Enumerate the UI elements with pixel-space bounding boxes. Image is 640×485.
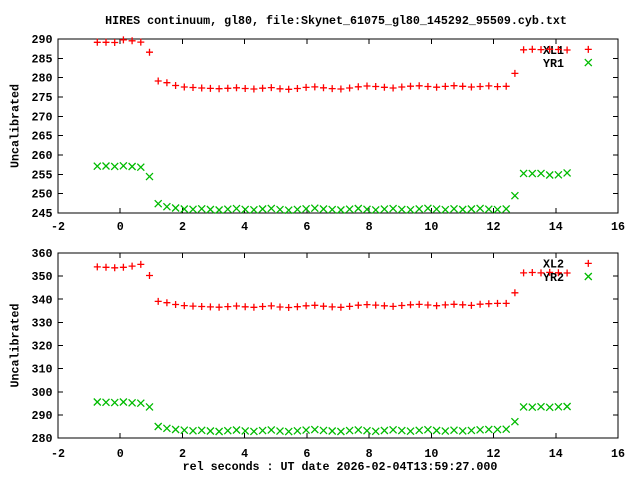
svg-text:310: 310 xyxy=(32,363,53,377)
svg-text:290: 290 xyxy=(32,409,53,423)
svg-text:270: 270 xyxy=(32,110,53,124)
svg-text:-2: -2 xyxy=(51,220,65,234)
svg-text:245: 245 xyxy=(32,207,53,221)
svg-text:8: 8 xyxy=(366,447,373,461)
svg-text:10: 10 xyxy=(424,220,438,234)
svg-text:360: 360 xyxy=(32,247,53,261)
svg-text:rel seconds : UT date 2026-02-: rel seconds : UT date 2026-02-04T13:59:2… xyxy=(183,460,498,474)
svg-text:0: 0 xyxy=(117,447,124,461)
svg-text:265: 265 xyxy=(32,130,53,144)
svg-text:-2: -2 xyxy=(51,447,65,461)
svg-text:YR1: YR1 xyxy=(543,57,564,71)
svg-text:4: 4 xyxy=(241,447,248,461)
svg-text:12: 12 xyxy=(487,220,501,234)
svg-text:XL1: XL1 xyxy=(543,44,564,58)
svg-text:250: 250 xyxy=(32,188,53,202)
svg-text:2: 2 xyxy=(179,220,186,234)
svg-text:16: 16 xyxy=(611,447,625,461)
svg-text:330: 330 xyxy=(32,316,53,330)
svg-text:280: 280 xyxy=(32,72,53,86)
svg-text:16: 16 xyxy=(611,220,625,234)
svg-text:255: 255 xyxy=(32,168,53,182)
svg-text:275: 275 xyxy=(32,91,53,105)
svg-text:8: 8 xyxy=(366,220,373,234)
svg-text:280: 280 xyxy=(32,432,53,446)
svg-text:14: 14 xyxy=(549,447,563,461)
svg-text:290: 290 xyxy=(32,33,53,47)
svg-text:340: 340 xyxy=(32,293,53,307)
svg-text:10: 10 xyxy=(424,447,438,461)
svg-text:4: 4 xyxy=(241,220,248,234)
svg-text:320: 320 xyxy=(32,340,53,354)
svg-text:0: 0 xyxy=(117,220,124,234)
svg-text:6: 6 xyxy=(303,220,310,234)
svg-text:2: 2 xyxy=(179,447,186,461)
svg-text:6: 6 xyxy=(303,447,310,461)
svg-text:Uncalibrated: Uncalibrated xyxy=(9,304,23,388)
svg-text:12: 12 xyxy=(487,447,501,461)
svg-text:350: 350 xyxy=(32,270,53,284)
svg-text:HIRES continuum, gl80, file:Sk: HIRES continuum, gl80, file:Skynet_61075… xyxy=(105,14,567,28)
svg-text:285: 285 xyxy=(32,52,53,66)
svg-text:260: 260 xyxy=(32,149,53,163)
svg-text:Uncalibrated: Uncalibrated xyxy=(9,84,23,168)
svg-text:300: 300 xyxy=(32,386,53,400)
svg-text:XL2: XL2 xyxy=(543,258,564,272)
svg-text:14: 14 xyxy=(549,220,563,234)
